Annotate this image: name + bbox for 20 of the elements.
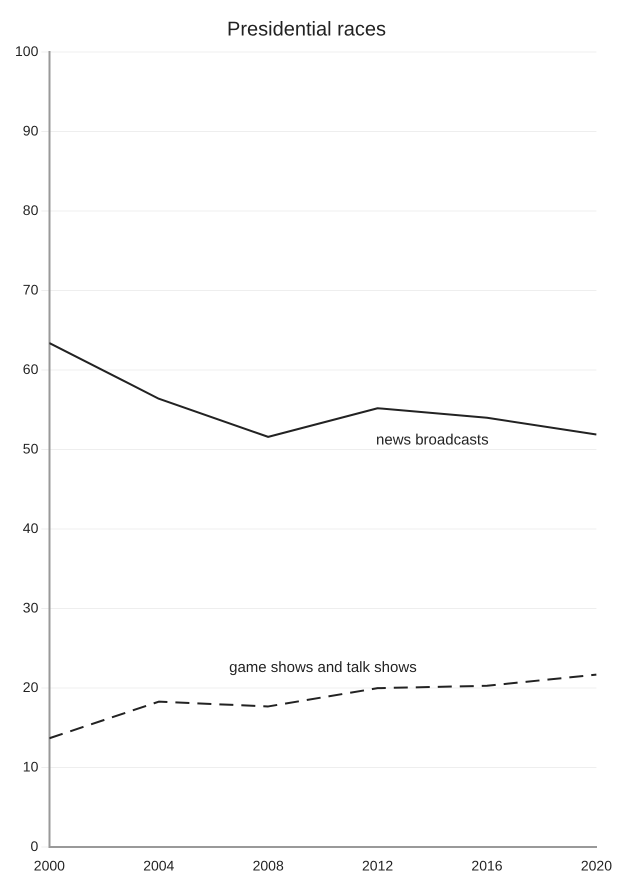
y-tick-label: 0 <box>30 838 39 854</box>
y-tick-label: 50 <box>22 440 39 456</box>
x-tick-label: 2000 <box>34 857 66 874</box>
x-tick-label: 2004 <box>143 857 175 874</box>
y-tick-label: 20 <box>22 679 39 696</box>
y-tick-label: 100 <box>15 42 39 59</box>
x-tick-label: 2016 <box>471 857 503 874</box>
x-tick-label: 2012 <box>362 857 394 874</box>
y-tick-label: 60 <box>22 360 39 377</box>
chart-title: Presidential races <box>227 18 386 41</box>
y-tick-label: 10 <box>22 758 39 775</box>
y-tick-label: 90 <box>22 122 39 138</box>
y-tick-label: 70 <box>22 281 39 298</box>
x-tick-label: 2008 <box>252 857 284 874</box>
series-label: news broadcasts <box>376 432 489 449</box>
x-tick-label: 2020 <box>580 857 612 874</box>
series-label: game shows and talk shows <box>229 658 417 676</box>
y-tick-label: 30 <box>22 600 39 616</box>
y-tick-label: 80 <box>22 202 39 218</box>
y-tick-label: 40 <box>22 520 39 536</box>
